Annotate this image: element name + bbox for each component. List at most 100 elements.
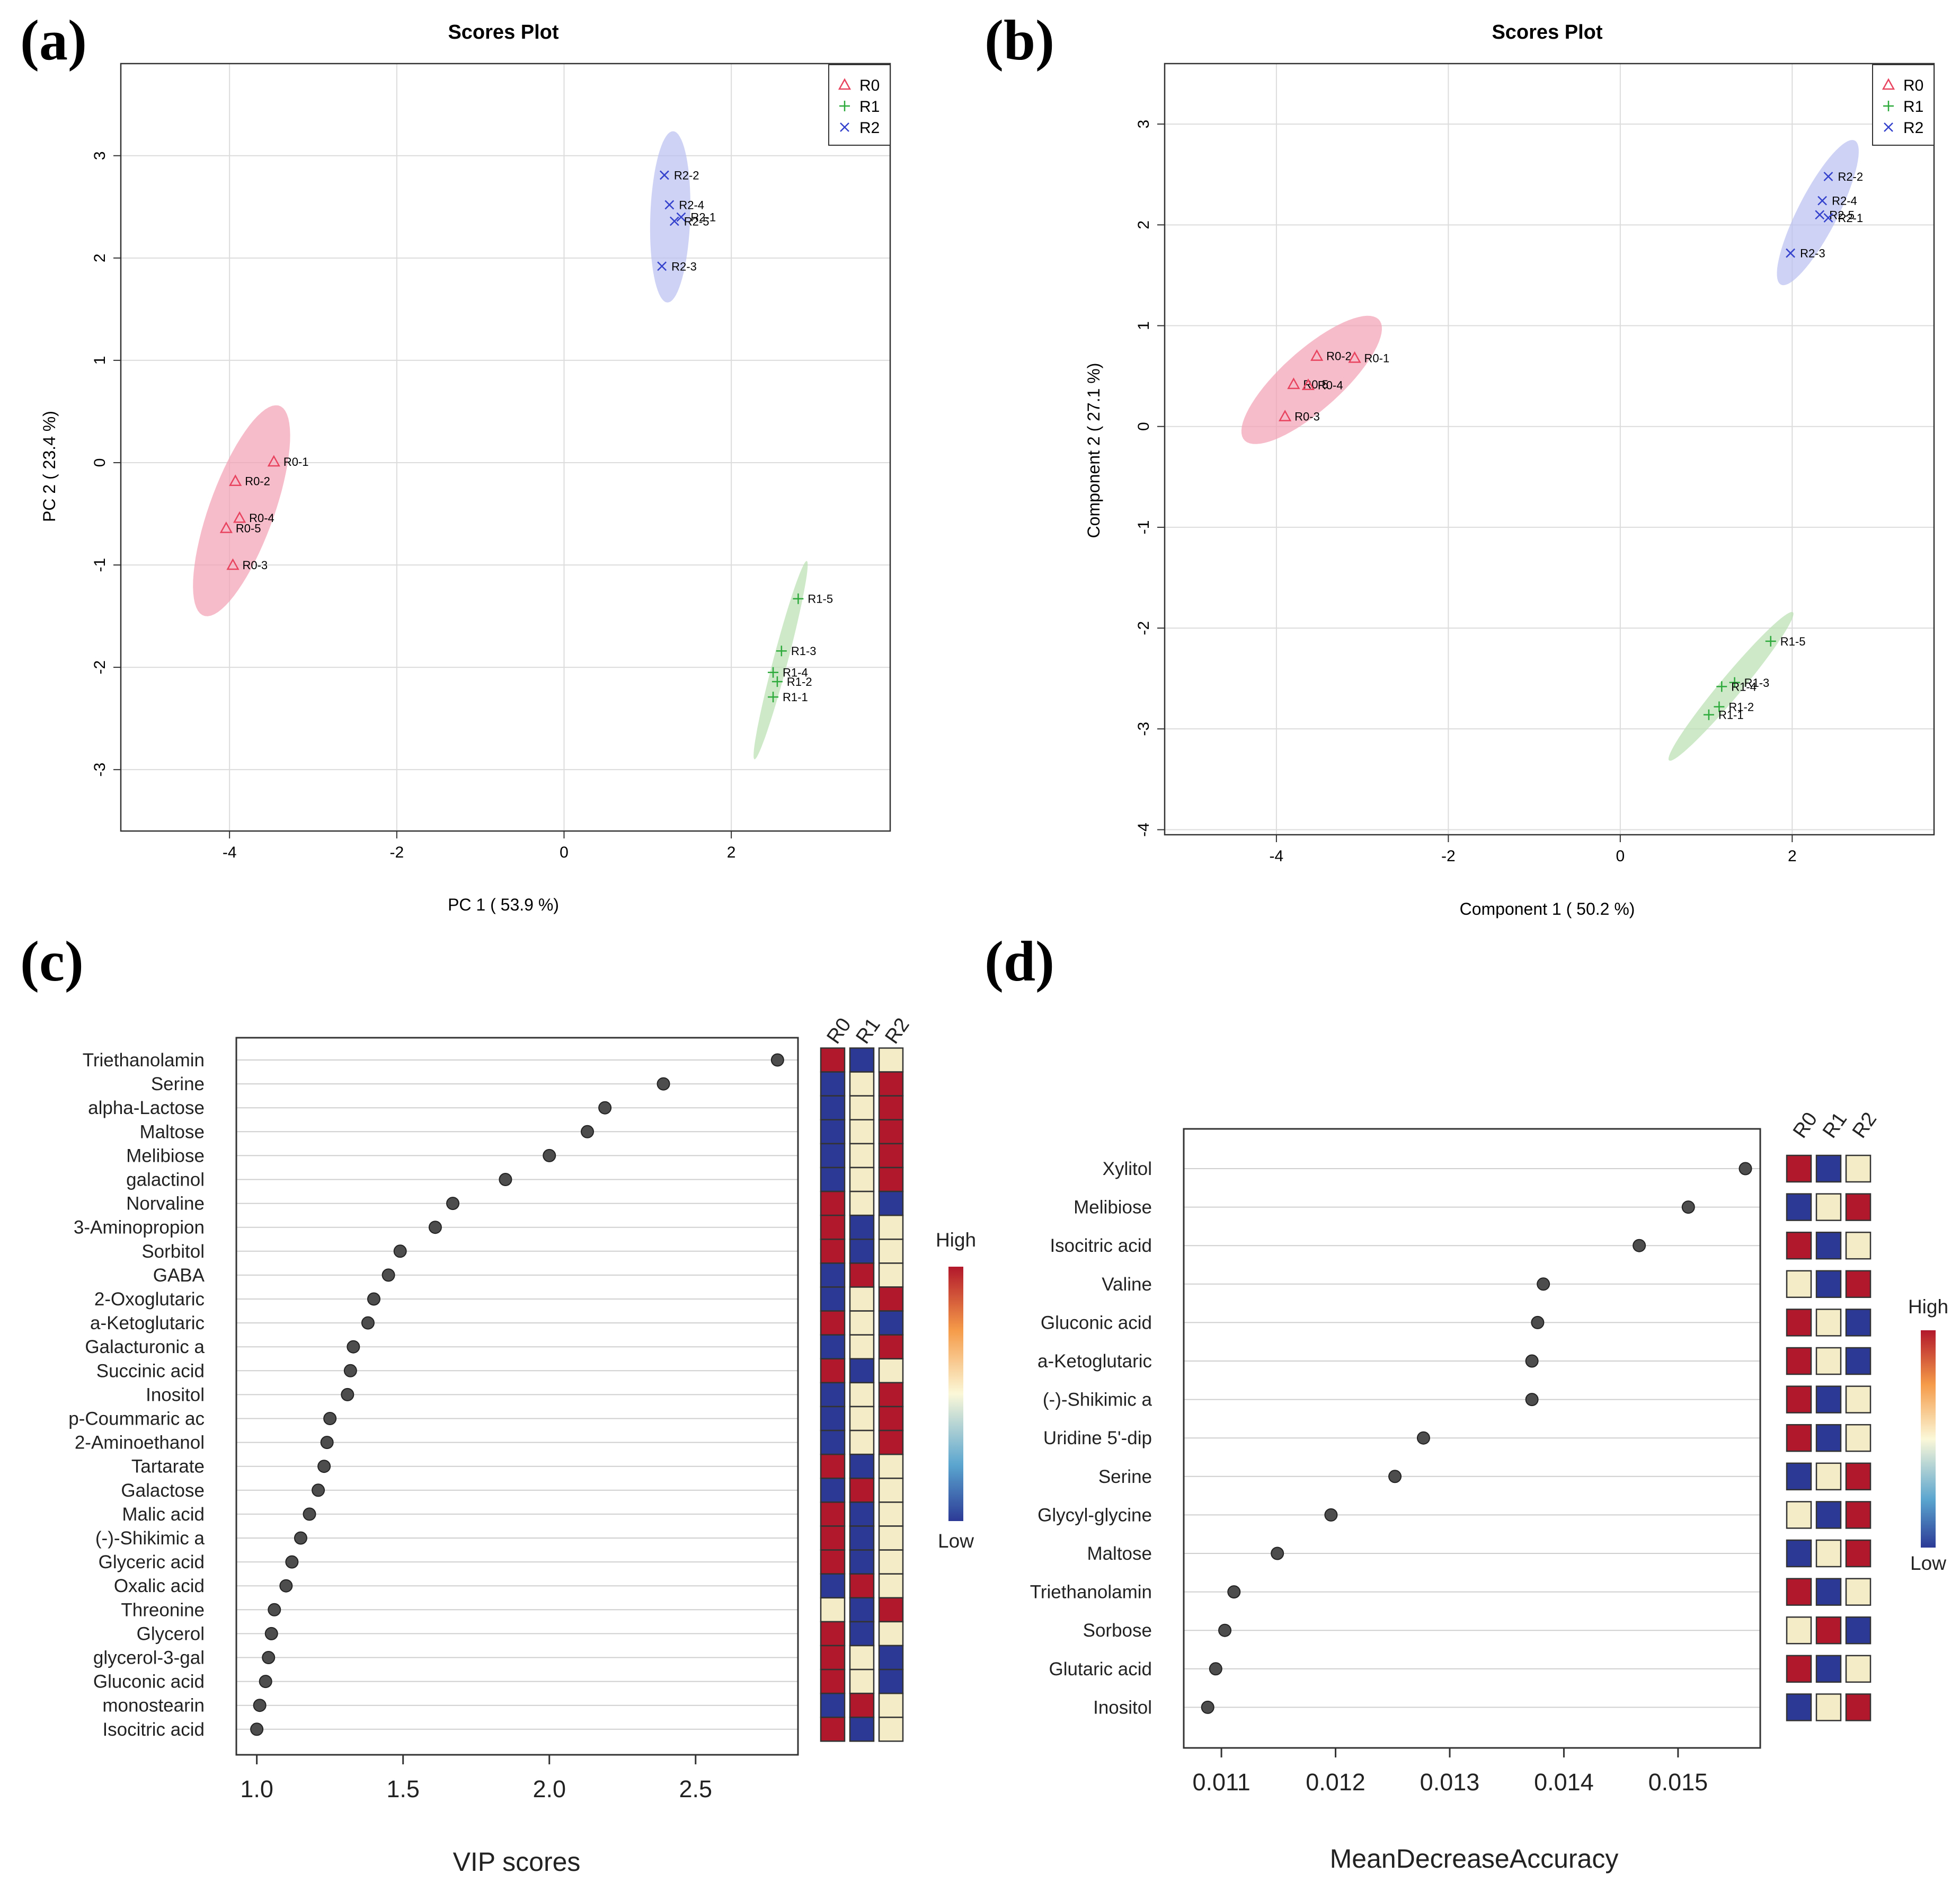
heatmap-cell: [878, 1453, 904, 1479]
ellipse-R0: [1241, 315, 1382, 444]
category-label: p-Coummaric ac: [68, 1409, 205, 1429]
x-tick-label: -4: [223, 844, 237, 861]
heatmap-cell: [878, 1382, 904, 1408]
mean-decrease-accuracy-chart: Xylitol Melibiose Isocitric acid Valine Gluc…: [1030, 1108, 1948, 1874]
chart-b-gridlines: [1165, 64, 1934, 835]
plot-frame: [120, 63, 891, 832]
heatmap-cell: [820, 1668, 846, 1694]
dot-marker: [341, 1388, 354, 1401]
point-label: R2-3: [1800, 247, 1825, 260]
chart-a-legend: R0 R1 R2: [828, 64, 891, 146]
heatmap-cell: [820, 1621, 846, 1647]
point-marker: [771, 676, 783, 687]
heatmap-cell: [1845, 1501, 1872, 1529]
panel-label-d: (d): [985, 930, 1054, 993]
point-marker: [233, 511, 246, 523]
heatmap-cell: [1815, 1539, 1842, 1568]
heatmap-cell: [1845, 1462, 1872, 1491]
heatmap-cell: [1815, 1309, 1842, 1337]
category-label: Malic acid: [122, 1504, 205, 1525]
heatmap-cell: [1786, 1462, 1812, 1491]
heatmap-cell: [849, 1071, 875, 1097]
heatmap-cell: [878, 1119, 904, 1145]
y-tick-label: 1: [91, 356, 109, 365]
point-marker: [1815, 210, 1825, 220]
point-label: R0-1: [1364, 351, 1390, 365]
vip-scores-chart: Triethanolamin Serine alpha-Lactose Maltose…: [68, 1014, 976, 1877]
dot-marker: [499, 1173, 512, 1186]
y-tick-label: -4: [1135, 823, 1152, 837]
point-marker: [659, 170, 669, 180]
heatmap-cell: [849, 1549, 875, 1575]
dot-marker: [1537, 1277, 1550, 1291]
panel-label-a: (a): [20, 9, 87, 72]
dot-marker: [303, 1507, 316, 1521]
y-tick-label: -2: [1135, 621, 1152, 635]
dot-marker: [259, 1675, 272, 1689]
heatmap-cell: [878, 1071, 904, 1097]
legend-label: R0: [859, 77, 880, 94]
dot-marker: [253, 1699, 267, 1712]
chart-b-xlabel: Component 1 ( 50.2 %): [1460, 899, 1635, 918]
point-marker: [793, 593, 804, 604]
heatmap-cell: [878, 1573, 904, 1598]
heatmap-cell: [878, 1501, 904, 1527]
heatmap-cell: [849, 1668, 875, 1694]
category-label: GABA: [153, 1265, 205, 1286]
dot-marker: [1218, 1623, 1232, 1637]
heatmap-cell: [849, 1382, 875, 1408]
y-tick-label: -3: [1135, 722, 1152, 736]
heatmap-cell: [820, 1645, 846, 1671]
x-tick-label: -4: [1270, 847, 1284, 865]
category-label: Maltose: [139, 1121, 205, 1142]
chart-c-colorbar-low: Low: [938, 1530, 974, 1552]
point-label: R0-2: [245, 475, 270, 488]
dot-marker: [323, 1412, 337, 1425]
heatmap-cell: [1815, 1693, 1842, 1721]
dot-marker: [382, 1268, 395, 1282]
category-label: Succinic acid: [96, 1360, 205, 1381]
panel-label-c: (c): [20, 930, 84, 993]
legend-label: R2: [859, 119, 880, 137]
chart-a-axes: -4 -2 0 2 -3 -2 -1 0 1 2 3: [91, 63, 891, 861]
heatmap-cell: [820, 1358, 846, 1384]
heatmap-cell: [849, 1047, 875, 1073]
x-tick-label: 1.0: [240, 1775, 273, 1803]
category-label: Glycyl-glycine: [1037, 1505, 1152, 1525]
chart-b-title: Scores Plot: [1492, 21, 1602, 43]
heatmap-cell: [820, 1597, 846, 1623]
dot-marker: [1525, 1354, 1539, 1368]
category-label: Triethanolamin: [1030, 1582, 1152, 1603]
heatmap-cell: [820, 1717, 846, 1742]
category-label: Isocitric acid: [1050, 1235, 1152, 1256]
chart-b-axes: -4 -2 0 2 -4 -3 -2 -1 0 1 2 3: [1135, 63, 1935, 865]
category-label: Tartarate: [131, 1456, 205, 1477]
category-label: Threonine: [121, 1600, 205, 1620]
dot-marker: [1416, 1431, 1430, 1445]
point-marker: [1716, 681, 1727, 692]
x-tick-label: 2: [1788, 847, 1797, 865]
heatmap-cell: [849, 1597, 875, 1623]
heatmap-cell: [849, 1453, 875, 1479]
category-label: 3-Aminopropion: [74, 1217, 205, 1238]
heatmap-cell: [849, 1190, 875, 1216]
point-label: R1-3: [1744, 676, 1770, 690]
scores-plot-plsda: Scores Plot Component 1 ( 50.2 %) Compon…: [1084, 21, 1935, 918]
chart-c-colorbar-gradient: [948, 1267, 963, 1521]
dot-marker: [446, 1197, 460, 1211]
heatmap-cell: [849, 1262, 875, 1288]
point-label: R0-4: [249, 511, 274, 525]
heatmap-cell: [820, 1262, 846, 1288]
point-marker: [1823, 172, 1833, 181]
point-label: R1-5: [808, 593, 833, 606]
point-label: R2-1: [690, 211, 716, 224]
y-tick-label: -2: [91, 660, 109, 675]
heatmap-cell: [849, 1358, 875, 1384]
heatmap-cell: [878, 1621, 904, 1647]
heatmap-cell: [1786, 1539, 1812, 1568]
dot-marker: [268, 1603, 281, 1616]
legend-label: R0: [1903, 77, 1923, 94]
legend-box: [1872, 64, 1935, 146]
heatmap-column-label: R2: [1848, 1108, 1881, 1142]
